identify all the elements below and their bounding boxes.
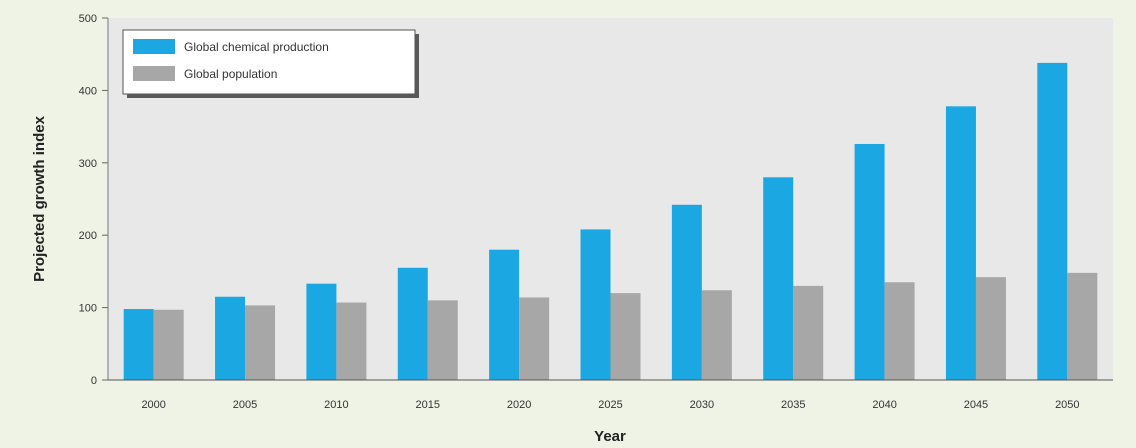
- x-tick-label: 2000: [141, 399, 165, 411]
- bar-chemical-production-2050: [1037, 62, 1068, 380]
- y-tick-label: 300: [79, 158, 97, 170]
- y-tick-label: 100: [79, 303, 97, 315]
- bar-chemical-production-2040: [854, 143, 885, 380]
- bar-chemical-production-2030: [671, 204, 702, 380]
- x-tick-label: 2005: [233, 399, 257, 411]
- x-axis-ticks: 2000 2005 2010 2015 2020 2025 2030 2035 2040 2045…: [141, 399, 1079, 411]
- x-tick-label: 2020: [507, 399, 531, 411]
- x-tick-label: 2050: [1055, 399, 1079, 411]
- legend-box: [122, 29, 416, 95]
- x-tick-label: 2025: [598, 399, 622, 411]
- x-tick-label: 2040: [872, 399, 896, 411]
- x-axis-title: Year: [594, 428, 626, 445]
- y-tick-label: 400: [79, 85, 97, 97]
- legend-label-population: Global population: [184, 67, 277, 81]
- bar-population-2000: [153, 309, 184, 380]
- bar-chemical-production-2025: [580, 229, 611, 380]
- bar-population-2025: [610, 293, 641, 380]
- x-tick-label: 2045: [964, 399, 988, 411]
- y-tick-label: 200: [79, 230, 97, 242]
- y-tick-label: 500: [79, 13, 97, 25]
- bar-population-2020: [519, 297, 550, 380]
- bar-chemical-production-2010: [306, 283, 337, 380]
- legend-swatch-population: [133, 66, 175, 81]
- bar-population-2045: [975, 277, 1006, 380]
- bar-chemical-production-2000: [123, 309, 154, 380]
- bar-population-2005: [245, 305, 276, 380]
- y-tick-label: 0: [91, 375, 97, 387]
- bar-population-2030: [701, 290, 732, 380]
- y-axis-ticks: 0 100 200 300 400 500: [79, 13, 108, 387]
- bar-population-2010: [336, 302, 367, 380]
- bar-chemical-production-2005: [215, 296, 246, 380]
- bars: [123, 62, 1098, 380]
- bar-chemical-production-2045: [945, 106, 976, 380]
- y-axis-title: Projected growth index: [31, 115, 48, 282]
- bar-population-2040: [884, 282, 915, 380]
- x-tick-label: 2010: [324, 399, 348, 411]
- x-tick-label: 2015: [416, 399, 440, 411]
- bar-population-2015: [427, 300, 458, 380]
- legend-label-chemical-production: Global chemical production: [184, 40, 329, 54]
- legend-swatch-chemical-production: [133, 39, 175, 54]
- legend: Global chemical production Global popula…: [122, 29, 419, 98]
- x-tick-label: 2030: [690, 399, 714, 411]
- bar-population-2035: [793, 285, 824, 380]
- bar-population-2050: [1067, 272, 1098, 380]
- bar-chemical-production-2015: [397, 267, 428, 380]
- x-tick-label: 2035: [781, 399, 805, 411]
- bar-chemical-production-2035: [763, 177, 794, 380]
- bar-chemical-production-2020: [489, 249, 520, 380]
